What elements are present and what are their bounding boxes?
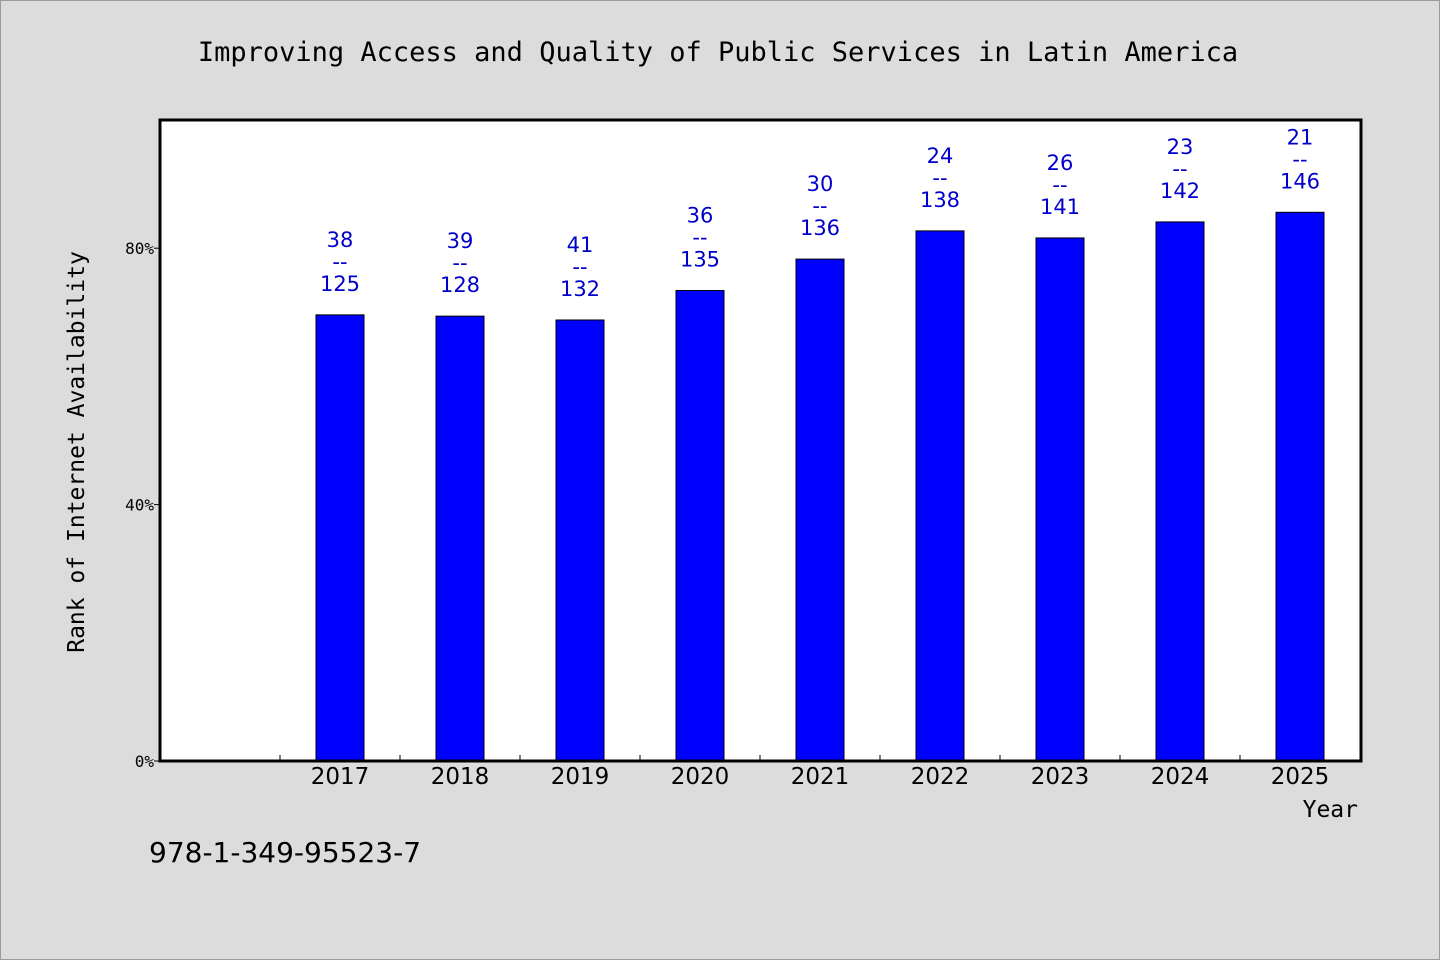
bar-2023 xyxy=(1035,237,1085,762)
x-tick-label: 2024 xyxy=(1151,764,1210,790)
bar-value-label: 24 --138 xyxy=(920,144,960,212)
bar-value-label: 21 --146 xyxy=(1280,125,1320,193)
bar-2020 xyxy=(675,290,725,762)
y-tick-label: 80% xyxy=(125,239,154,258)
x-tick-label: 2018 xyxy=(431,764,490,790)
bar-2017 xyxy=(315,314,365,762)
bar-value-label: 38 --125 xyxy=(320,228,360,296)
bar-2019 xyxy=(555,319,605,762)
x-tick-label: 2021 xyxy=(791,764,850,790)
bar-2024 xyxy=(1155,221,1205,762)
y-axis-title: Rank of Internet Availability xyxy=(64,251,90,653)
bar-2018 xyxy=(435,315,485,762)
x-tick-label: 2019 xyxy=(551,764,610,790)
x-tick-label: 2023 xyxy=(1031,764,1090,790)
bar-2025 xyxy=(1275,211,1325,762)
bar-series xyxy=(315,211,1325,762)
y-tick-label: 40% xyxy=(125,496,154,515)
bar-value-label: 41 --132 xyxy=(560,233,600,301)
x-tick-label: 2025 xyxy=(1271,764,1330,790)
bar-value-label: 39 --128 xyxy=(440,229,480,297)
category-labels: 2017 2018 2019 2020 2021 2022 2023 2024 2025 xyxy=(311,764,1330,790)
footer-isbn: 978-1-349-95523-7 xyxy=(149,836,421,869)
y-tick-label: 0% xyxy=(135,752,155,771)
bar-value-label: 23 --142 xyxy=(1160,135,1200,203)
bar-2022 xyxy=(915,230,965,762)
y-axis: 0% 40% 80% xyxy=(125,239,160,771)
x-tick-label: 2017 xyxy=(311,764,370,790)
bar-label-group: 38 --125 39 --128 41 --132 36 --135 30 --136 24 --1… xyxy=(320,125,1320,301)
bar-value-label: 26 --141 xyxy=(1040,151,1080,219)
x-tick-label: 2020 xyxy=(671,764,730,790)
bar-value-label: 30 --136 xyxy=(800,172,840,240)
bar-value-label: 36 --135 xyxy=(680,204,720,272)
bar-2021 xyxy=(795,258,845,762)
x-tick-label: 2022 xyxy=(911,764,970,790)
plot-border xyxy=(158,118,1363,763)
chart-title: Improving Access and Quality of Public S… xyxy=(198,37,1238,68)
x-axis-title: Year xyxy=(1303,797,1358,823)
